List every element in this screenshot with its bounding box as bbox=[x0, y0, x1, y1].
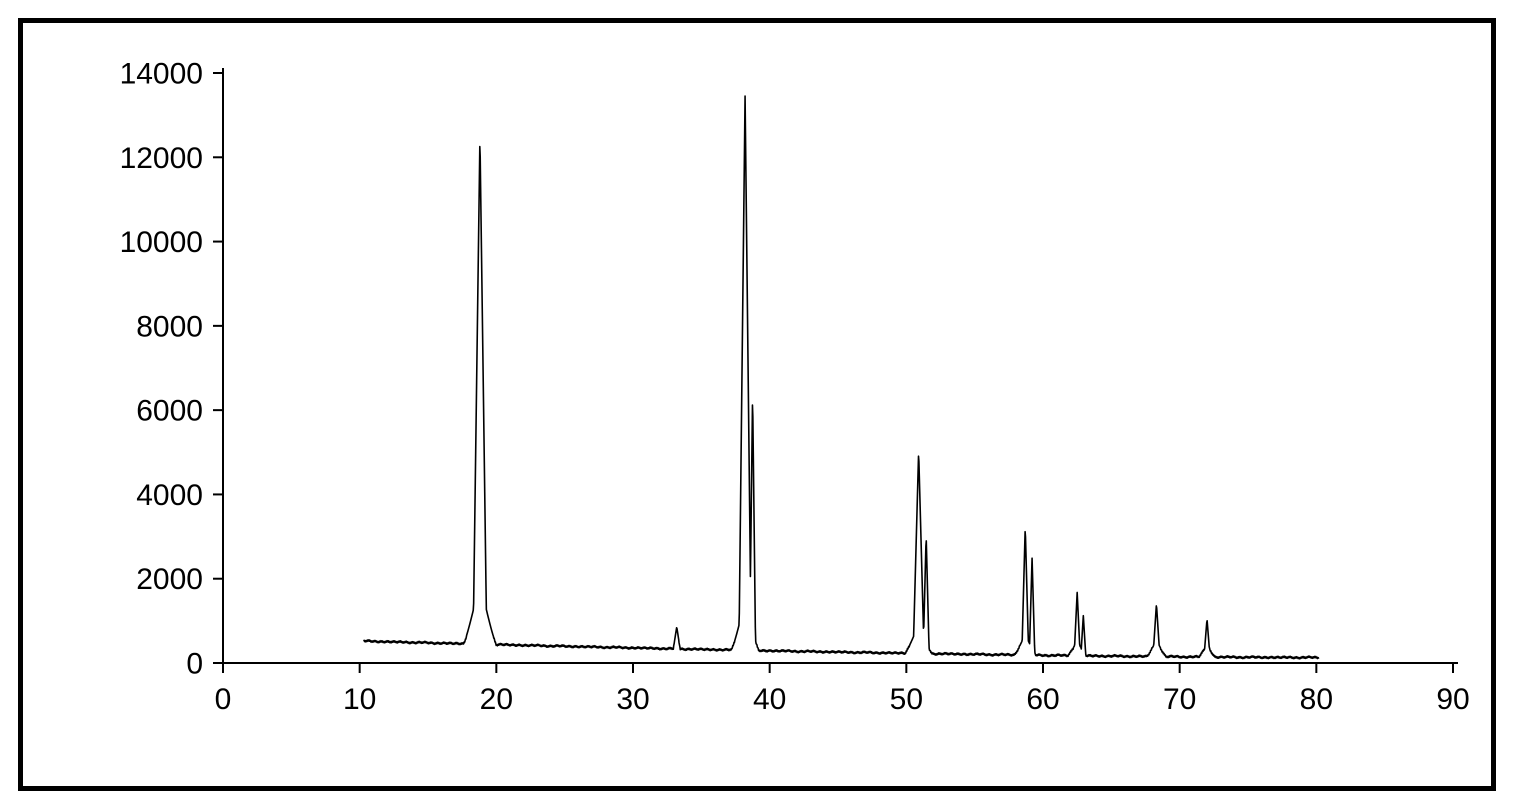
x-tick-label: 20 bbox=[480, 683, 513, 716]
y-tick-label: 4000 bbox=[136, 479, 203, 512]
y-tick-label: 8000 bbox=[136, 310, 203, 343]
chart-frame: 0 10 20 30 40 50 60 70 80 90 0 2000 4000 6000 8000 1000… bbox=[18, 18, 1496, 791]
y-tick-label: 0 bbox=[186, 648, 203, 681]
y-tick-label: 14000 bbox=[120, 58, 203, 91]
x-tick-label: 30 bbox=[616, 683, 649, 716]
y-tick-label: 12000 bbox=[120, 142, 203, 175]
x-tick-label: 80 bbox=[1300, 683, 1333, 716]
x-tick-label: 70 bbox=[1163, 683, 1196, 716]
x-tick-label: 40 bbox=[753, 683, 786, 716]
x-tick-label: 90 bbox=[1436, 683, 1469, 716]
x-tick-label: 50 bbox=[890, 683, 923, 716]
x-tick-label: 10 bbox=[343, 683, 376, 716]
y-tick-label: 6000 bbox=[136, 395, 203, 428]
y-tick-label: 2000 bbox=[136, 563, 203, 596]
spectrum-line bbox=[364, 96, 1319, 659]
y-tick-label: 10000 bbox=[120, 226, 203, 259]
x-tick-label: 0 bbox=[215, 683, 232, 716]
xrd-chart: 0 10 20 30 40 50 60 70 80 90 0 2000 4000 6000 8000 1000… bbox=[23, 23, 1491, 786]
x-tick-label: 60 bbox=[1026, 683, 1059, 716]
